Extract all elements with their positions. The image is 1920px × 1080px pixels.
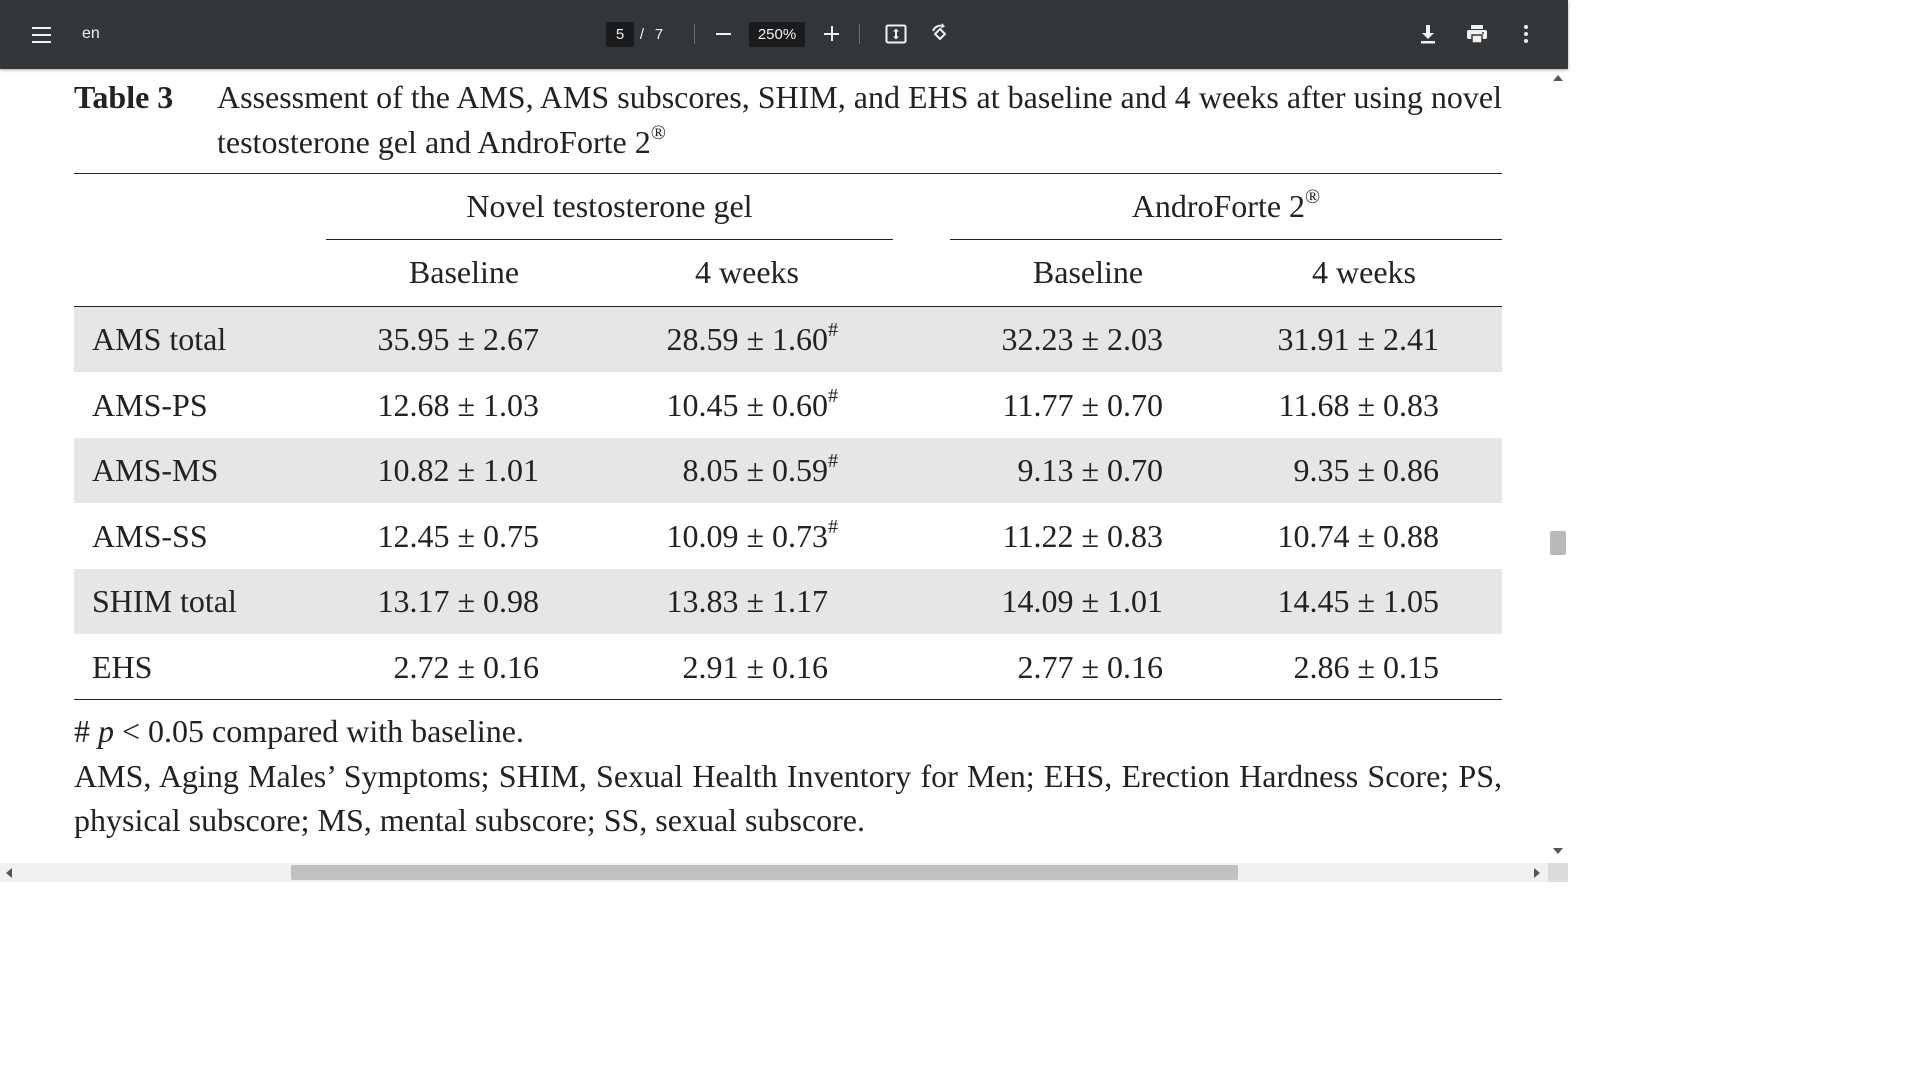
table-cell: 11.68 ± 0.83 [1278, 386, 1439, 423]
table-cell: 8.05 ± 0.59# [682, 450, 838, 488]
group-header-novel-gel: Novel testosterone gel [466, 188, 753, 224]
rotate-icon[interactable] [928, 22, 952, 46]
group-rule-androforte [950, 239, 1502, 240]
print-icon[interactable] [1465, 22, 1489, 46]
table-cell: 28.59 ± 1.60# [666, 319, 838, 357]
significance-footnote: # p < 0.05 compared with baseline. [74, 713, 524, 749]
page-total: 7 [654, 26, 664, 43]
scroll-right-arrow-icon[interactable] [1534, 868, 1540, 878]
scroll-left-arrow-icon[interactable] [6, 868, 12, 878]
pdf-toolbar: en 5 / 7 250% [0, 0, 1568, 69]
toolbar-divider [694, 24, 695, 44]
table-cell: 13.83 ± 1.17 [666, 583, 828, 619]
table-cell: 12.68 ± 1.03 [377, 386, 539, 423]
scroll-down-arrow-icon[interactable] [1553, 848, 1563, 854]
fit-page-icon[interactable] [884, 22, 908, 46]
horizontal-scrollbar[interactable] [0, 863, 1548, 882]
row-label: EHS [92, 648, 153, 685]
subheader-baseline: Baseline [1032, 254, 1144, 290]
table-cell: 11.77 ± 0.70 [1002, 386, 1163, 423]
vertical-scrollbar[interactable] [1548, 69, 1568, 863]
subheader-baseline: Baseline [408, 254, 520, 290]
table-cell: 2.86 ± 0.15 [1293, 648, 1439, 685]
row-label: AMS-PS [92, 386, 208, 423]
table-cell: 2.72 ± 0.16 [393, 648, 539, 685]
table-label: Table 3 [74, 79, 174, 115]
download-icon[interactable] [1416, 22, 1440, 46]
scrollbar-corner [1548, 863, 1568, 882]
table-bottom-rule [74, 699, 1502, 700]
row-shading [74, 569, 1502, 634]
subheader-4-weeks: 4 weeks [1312, 254, 1416, 290]
zoom-out-icon[interactable] [711, 20, 735, 48]
table-cell: 12.45 ± 0.75 [377, 517, 539, 554]
row-label: SHIM total [92, 583, 237, 619]
scroll-up-arrow-icon[interactable] [1553, 75, 1563, 81]
page-number-input[interactable]: 5 [606, 22, 634, 47]
table-cell: 13.17 ± 0.98 [377, 583, 539, 619]
subheader-4-weeks: 4 weeks [695, 254, 799, 290]
zoom-in-icon[interactable] [820, 20, 844, 48]
header-bottom-rule [74, 306, 1502, 307]
row-shading [74, 307, 1502, 372]
table-cell: 11.22 ± 0.83 [1002, 517, 1163, 554]
table-cell: 31.91 ± 2.41 [1277, 321, 1439, 357]
table-cell: 9.35 ± 0.86 [1293, 452, 1439, 488]
horizontal-scroll-thumb[interactable] [291, 865, 1238, 880]
table-cell: 35.95 ± 2.67 [377, 321, 539, 357]
table-cell: 14.45 ± 1.05 [1277, 583, 1439, 619]
toolbar-divider [859, 24, 860, 44]
group-header-androforte: AndroForte 2® [1131, 186, 1321, 224]
abbreviations-footnote: AMS, Aging Males’ Symptoms; SHIM, Sexual… [74, 758, 1502, 838]
vertical-scroll-thumb[interactable] [1550, 531, 1566, 555]
table-cell: 32.23 ± 2.03 [1001, 321, 1163, 357]
table-cell: 2.91 ± 0.16 [682, 648, 828, 685]
table-cell: 2.77 ± 0.16 [1017, 648, 1163, 685]
row-label: AMS total [92, 321, 227, 357]
table-cell: 14.09 ± 1.01 [1001, 583, 1163, 619]
table-cell: 10.45 ± 0.60# [666, 384, 838, 423]
table-caption-text: Assessment of the AMS, AMS subscores, SH… [217, 79, 1502, 160]
table-cell: 10.74 ± 0.88 [1277, 517, 1439, 554]
table-cell: 9.13 ± 0.70 [1017, 452, 1163, 488]
table-cell: 10.82 ± 1.01 [377, 452, 539, 488]
row-label: AMS-MS [92, 452, 219, 488]
table-cell: 10.09 ± 0.73# [666, 515, 838, 554]
pdf-viewer[interactable]: Table 3 Assessment of the AMS, AMS subsc… [0, 69, 1548, 863]
more-vert-icon[interactable] [1514, 22, 1538, 46]
row-label: AMS-SS [92, 517, 208, 554]
document-title: en [82, 25, 100, 42]
row-shading [74, 438, 1502, 503]
zoom-level-input[interactable]: 250% [749, 22, 805, 47]
menu-icon[interactable] [26, 20, 56, 50]
group-rule-novel-gel [326, 239, 893, 240]
table-top-rule [74, 173, 1502, 174]
page-separator: / [639, 26, 645, 43]
